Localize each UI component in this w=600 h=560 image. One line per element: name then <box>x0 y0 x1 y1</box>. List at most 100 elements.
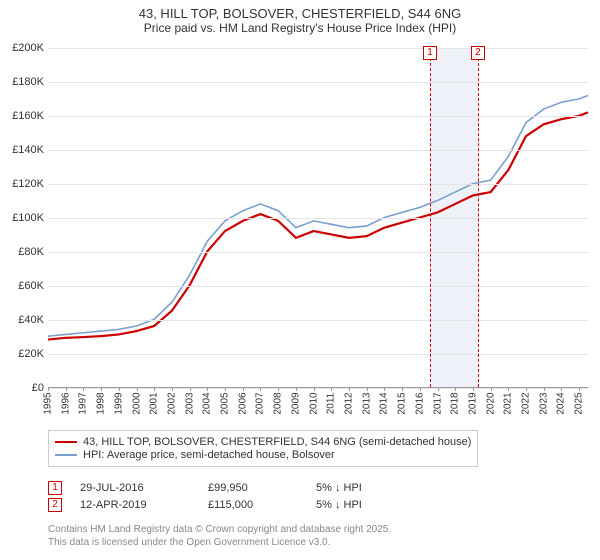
x-axis-label: 2024 <box>556 392 567 414</box>
y-axis-label: £160K <box>0 110 44 122</box>
legend-label: HPI: Average price, semi-detached house,… <box>83 449 335 461</box>
sale-marker-line <box>430 48 431 387</box>
x-tick <box>207 387 208 391</box>
x-axis-label: 2012 <box>343 392 354 414</box>
x-axis-label: 2013 <box>361 392 372 414</box>
x-tick <box>438 387 439 391</box>
legend-item: 43, HILL TOP, BOLSOVER, CHESTERFIELD, S4… <box>55 436 471 448</box>
sale-marker-flag: 2 <box>471 46 485 60</box>
y-axis-label: £140K <box>0 144 44 156</box>
sale-price: £115,000 <box>208 499 298 511</box>
attribution: Contains HM Land Registry data © Crown c… <box>48 524 391 549</box>
legend-label: 43, HILL TOP, BOLSOVER, CHESTERFIELD, S4… <box>83 436 471 448</box>
y-axis-label: £80K <box>0 246 44 258</box>
y-axis-label: £0 <box>0 382 44 394</box>
x-axis-label: 1999 <box>113 392 124 414</box>
y-gridline <box>48 48 588 49</box>
x-axis-label: 2010 <box>308 392 319 414</box>
x-tick <box>137 387 138 391</box>
x-axis-label: 2002 <box>166 392 177 414</box>
x-axis-label: 2011 <box>326 393 337 415</box>
attribution-line: Contains HM Land Registry data © Crown c… <box>48 524 391 537</box>
x-axis-label: 2016 <box>414 392 425 414</box>
y-axis-label: £100K <box>0 212 44 224</box>
sale-marker-flag: 1 <box>423 46 437 60</box>
sale-row: 212-APR-2019£115,0005% ↓ HPI <box>48 498 362 512</box>
legend-swatch <box>55 441 77 443</box>
x-tick <box>314 387 315 391</box>
x-axis-label: 1997 <box>78 392 89 414</box>
x-tick <box>508 387 509 391</box>
x-axis-label: 2018 <box>450 392 461 414</box>
sale-date: 29-JUL-2016 <box>80 482 190 494</box>
x-tick <box>579 387 580 391</box>
legend: 43, HILL TOP, BOLSOVER, CHESTERFIELD, S4… <box>48 430 478 467</box>
x-axis-label: 2017 <box>432 392 443 414</box>
y-axis-label: £120K <box>0 178 44 190</box>
y-gridline <box>48 116 588 117</box>
chart-title-block: 43, HILL TOP, BOLSOVER, CHESTERFIELD, S4… <box>0 0 600 37</box>
series-line <box>48 95 588 336</box>
x-tick <box>278 387 279 391</box>
x-axis-label: 2009 <box>290 392 301 414</box>
plot-region: £0£20K£40K£60K£80K£100K£120K£140K£160K£1… <box>48 48 588 388</box>
y-gridline <box>48 252 588 253</box>
x-tick <box>455 387 456 391</box>
x-axis-label: 2005 <box>220 392 231 414</box>
x-tick <box>473 387 474 391</box>
sale-date: 12-APR-2019 <box>80 499 190 511</box>
x-tick <box>491 387 492 391</box>
y-gridline <box>48 286 588 287</box>
x-tick <box>48 387 49 391</box>
chart-area: £0£20K£40K£60K£80K£100K£120K£140K£160K£1… <box>0 40 600 420</box>
sales-list: 129-JUL-2016£99,9505% ↓ HPI212-APR-2019£… <box>48 478 362 515</box>
attribution-line: This data is licensed under the Open Gov… <box>48 537 391 550</box>
chart-subtitle: Price paid vs. HM Land Registry's House … <box>8 21 592 35</box>
x-axis-label: 2000 <box>131 392 142 414</box>
x-axis-label: 1996 <box>60 392 71 414</box>
y-gridline <box>48 354 588 355</box>
x-tick <box>260 387 261 391</box>
sale-price: £99,950 <box>208 482 298 494</box>
x-tick <box>190 387 191 391</box>
x-axis-label: 2006 <box>237 392 248 414</box>
y-axis-label: £20K <box>0 348 44 360</box>
y-gridline <box>48 320 588 321</box>
x-tick <box>225 387 226 391</box>
legend-swatch <box>55 454 77 456</box>
x-axis-label: 2019 <box>467 392 478 414</box>
x-tick <box>296 387 297 391</box>
x-axis-label: 2020 <box>485 392 496 414</box>
sale-flag: 2 <box>48 498 62 512</box>
x-axis-label: 2001 <box>149 392 160 414</box>
y-axis-label: £180K <box>0 76 44 88</box>
legend-item: HPI: Average price, semi-detached house,… <box>55 449 471 461</box>
x-tick <box>172 387 173 391</box>
series-line <box>48 112 588 339</box>
x-tick <box>420 387 421 391</box>
x-axis-label: 2003 <box>184 392 195 414</box>
x-axis-label: 2023 <box>538 392 549 414</box>
x-tick <box>331 387 332 391</box>
x-axis-label: 2022 <box>521 392 532 414</box>
x-tick <box>119 387 120 391</box>
x-tick <box>526 387 527 391</box>
y-axis-label: £60K <box>0 280 44 292</box>
y-axis-label: £200K <box>0 42 44 54</box>
y-gridline <box>48 150 588 151</box>
x-tick <box>101 387 102 391</box>
x-tick <box>83 387 84 391</box>
x-axis-label: 2007 <box>255 392 266 414</box>
sale-flag: 1 <box>48 481 62 495</box>
chart-title: 43, HILL TOP, BOLSOVER, CHESTERFIELD, S4… <box>8 6 592 21</box>
x-axis-label: 2004 <box>202 392 213 414</box>
y-gridline <box>48 218 588 219</box>
x-axis-label: 1995 <box>43 392 54 414</box>
x-tick <box>384 387 385 391</box>
y-gridline <box>48 82 588 83</box>
x-tick <box>561 387 562 391</box>
sale-marker-line <box>478 48 479 387</box>
x-tick <box>367 387 368 391</box>
x-tick <box>243 387 244 391</box>
y-gridline <box>48 184 588 185</box>
